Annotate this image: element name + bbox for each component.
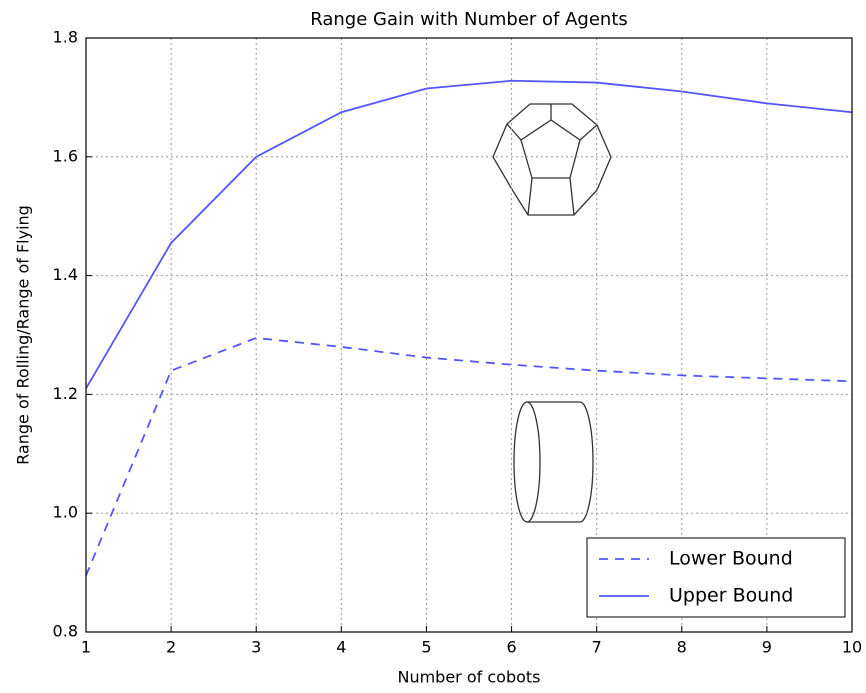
x-tick-label: 9	[762, 638, 772, 657]
y-tick-label: 1.2	[53, 384, 78, 403]
y-tick-label: 1.4	[53, 265, 78, 284]
x-tick-label: 4	[336, 638, 346, 657]
x-tick-label: 2	[166, 638, 176, 657]
legend: Lower Bound Upper Bound	[586, 537, 846, 618]
line-series	[85, 79, 853, 389]
x-tick-label: 6	[506, 638, 516, 657]
x-tick-label: 8	[677, 638, 687, 657]
x-tick-label: 7	[592, 638, 602, 657]
y-tick-label: 1.8	[53, 28, 78, 47]
legend-label: Upper Bound	[669, 585, 793, 607]
y-tick-label: 1.0	[53, 503, 78, 522]
y-tick-label: 0.8	[53, 622, 78, 641]
y-tick-label: 1.6	[53, 146, 78, 165]
x-axis-label: Number of cobots	[397, 668, 540, 687]
legend-label: Lower Bound	[669, 548, 793, 570]
x-tick-label: 1	[81, 638, 91, 657]
chart-title: Range Gain with Number of Agents	[310, 9, 628, 30]
cylinder-icon	[513, 401, 594, 523]
plot-frame	[85, 37, 853, 633]
legend-box	[586, 537, 846, 618]
x-tick-label: 5	[421, 638, 431, 657]
dodecahedron-icon	[492, 103, 612, 216]
y-axis-label: Range of Rolling/Range of Flying	[14, 205, 33, 465]
x-tick-label: 10	[842, 638, 862, 657]
x-tick-label: 3	[251, 638, 261, 657]
